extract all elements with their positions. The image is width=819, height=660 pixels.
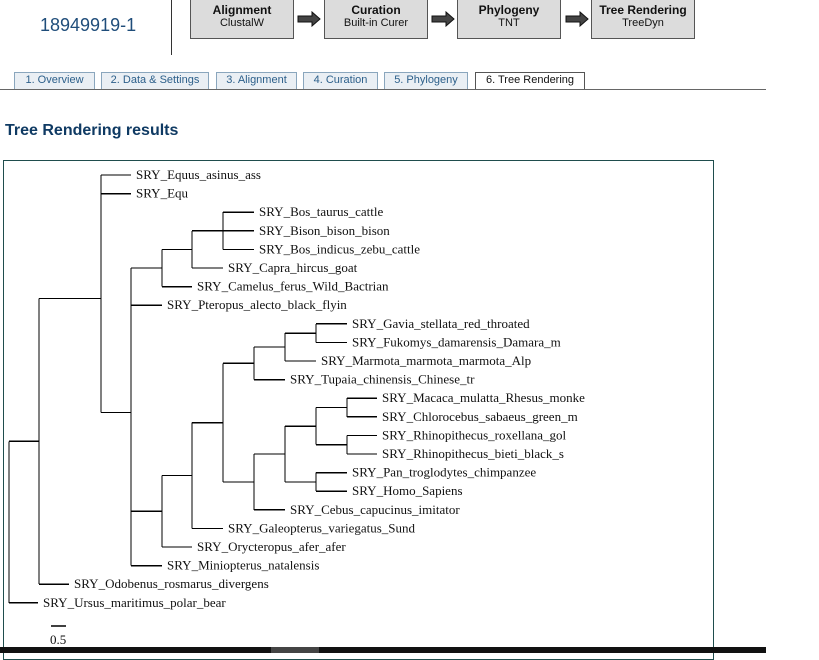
pipeline-step-alignment[interactable]: Alignment ClustalW xyxy=(190,0,294,39)
tab-curation[interactable]: 4. Curation xyxy=(303,72,378,89)
pipeline-step-subtitle: Built-in Curer xyxy=(343,17,409,29)
tree-leaf-label: SRY_Rhinopithecus_roxellana_gol xyxy=(382,427,567,442)
pipeline-step-title: Tree Rendering xyxy=(599,3,687,17)
pipeline-step-tree-rendering[interactable]: Tree Rendering TreeDyn xyxy=(591,0,695,39)
tree-leaf-label: SRY_Miniopterus_natalensis xyxy=(167,558,319,573)
tree-leaf-label: SRY_Bison_bison_bison xyxy=(259,223,390,238)
arrow-right-icon xyxy=(565,11,589,27)
tree-leaf-label: SRY_Galeopterus_variegatus_Sund xyxy=(228,520,416,535)
tree-leaf-label: SRY_Gavia_stellata_red_throated xyxy=(352,316,530,331)
tree-leaf-label: SRY_Tupaia_chinensis_Chinese_tr xyxy=(290,372,475,387)
tree-panel: SRY_Equus_asinus_ass SRY_Equ SRY_Bos_tauru… xyxy=(3,160,714,660)
tree-leaf-label: SRY_Bos_taurus_cattle xyxy=(259,204,383,219)
pipeline-step-title: Phylogeny xyxy=(478,3,540,17)
phylogenetic-tree: SRY_Equus_asinus_ass SRY_Equ SRY_Bos_tauru… xyxy=(8,167,585,647)
pipeline-step-subtitle: ClustalW xyxy=(219,17,264,29)
job-id: 18949919-1 xyxy=(40,15,137,35)
tabs-baseline xyxy=(0,89,766,90)
tab-phylogeny[interactable]: 5. Phylogeny xyxy=(384,72,468,89)
tree-leaf-label: SRY_Capra_hircus_goat xyxy=(228,260,358,275)
tree-leaf-label: SRY_Odobenus_rosmarus_divergens xyxy=(74,576,269,591)
tab-tree-rendering[interactable]: 6. Tree Rendering xyxy=(475,72,585,90)
arrow-right-icon xyxy=(431,11,455,27)
pipeline-step-subtitle: TreeDyn xyxy=(622,17,664,29)
scrollbar-thumb[interactable] xyxy=(271,647,319,653)
tree-leaf-label: SRY_Homo_Sapiens xyxy=(352,483,463,498)
tree-leaf-label: SRY_Chlorocebus_sabaeus_green_m xyxy=(382,409,578,424)
arrow-right-icon xyxy=(297,11,321,27)
header-separator xyxy=(171,0,172,55)
pipeline-step-curation[interactable]: Curation Built-in Curer xyxy=(324,0,428,39)
tree-leaf-label: SRY_Cebus_capucinus_imitator xyxy=(290,502,460,517)
tree-leaf-label: SRY_Pan_troglodytes_chimpanzee xyxy=(352,465,536,480)
pipeline-step-title: Alignment xyxy=(212,3,272,17)
tab-overview[interactable]: 1. Overview xyxy=(14,72,95,89)
tab-data-settings[interactable]: 2. Data & Settings xyxy=(101,72,209,89)
scale-label: 0.5 xyxy=(50,632,66,647)
tree-leaf-label: SRY_Macaca_mulatta_Rhesus_monke xyxy=(382,390,585,405)
pipeline-step-title: Curation xyxy=(351,3,401,17)
tab-alignment[interactable]: 3. Alignment xyxy=(216,72,297,89)
section-title: Tree Rendering results xyxy=(5,122,179,139)
tree-leaf-label: SRY_Marmota_marmota_marmota_Alp xyxy=(321,353,531,368)
tree-leaf-label: SRY_Fukomys_damarensis_Damara_m xyxy=(352,334,561,349)
tree-leaf-label: SRY_Camelus_ferus_Wild_Bactrian xyxy=(197,279,389,294)
tree-leaf-label: SRY_Ursus_maritimus_polar_bear xyxy=(43,595,226,610)
tree-leaf-label: SRY_Rhinopithecus_bieti_black_s xyxy=(382,446,564,461)
horizontal-scrollbar[interactable] xyxy=(0,647,766,653)
tree-leaf-label: SRY_Pteropus_alecto_black_flyin xyxy=(167,297,347,312)
pipeline-step-phylogeny[interactable]: Phylogeny TNT xyxy=(457,0,561,39)
tree-leaf-label: SRY_Bos_indicus_zebu_cattle xyxy=(259,241,420,256)
tree-labels: SRY_Equus_asinus_ass SRY_Equ SRY_Bos_tauru… xyxy=(43,167,585,610)
tree-branches xyxy=(8,174,377,604)
tree-leaf-label: SRY_Equus_asinus_ass xyxy=(136,167,261,182)
tree-leaf-label: SRY_Equ xyxy=(136,186,189,201)
pipeline-step-subtitle: TNT xyxy=(498,17,520,29)
tree-leaf-label: SRY_Orycteropus_afer_afer xyxy=(197,539,346,554)
